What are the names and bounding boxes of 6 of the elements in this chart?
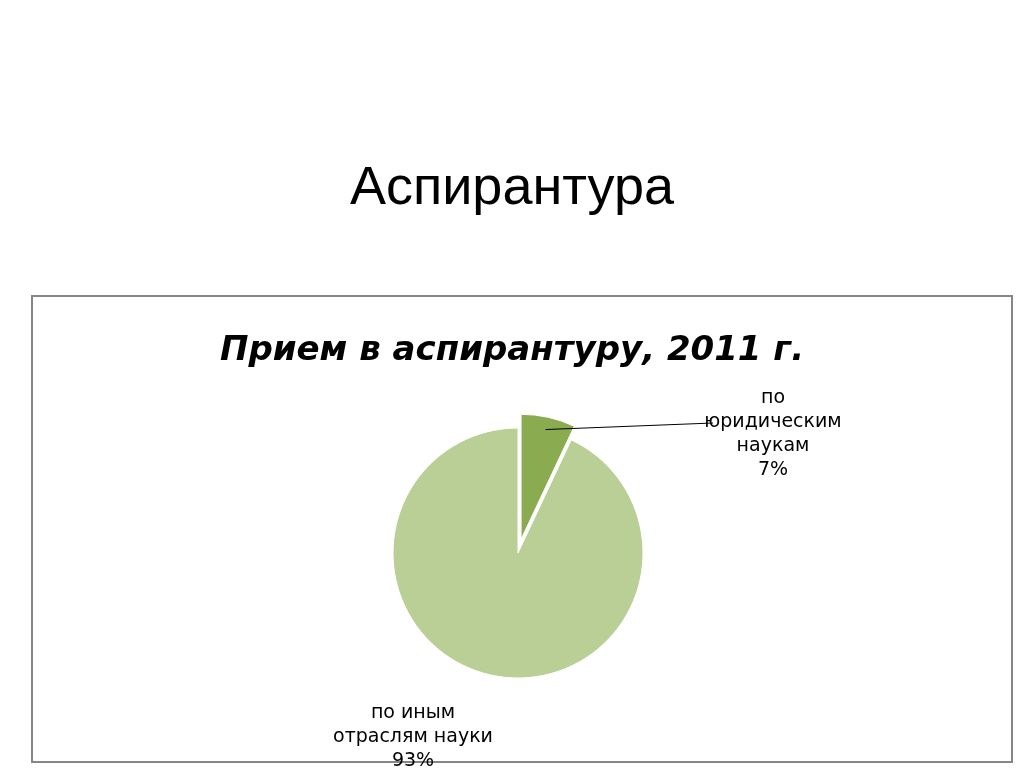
chart-title: Аспирантура — [349, 155, 676, 215]
slice-label: по иным отраслям науки — [333, 700, 493, 746]
slice-label: по юридическим наукам — [704, 385, 842, 455]
chart-subtitle: Прием в аспирантуру, 2011 г. — [219, 328, 805, 368]
data-label: 7% — [757, 457, 789, 479]
data-label: 93% — [391, 748, 435, 768]
